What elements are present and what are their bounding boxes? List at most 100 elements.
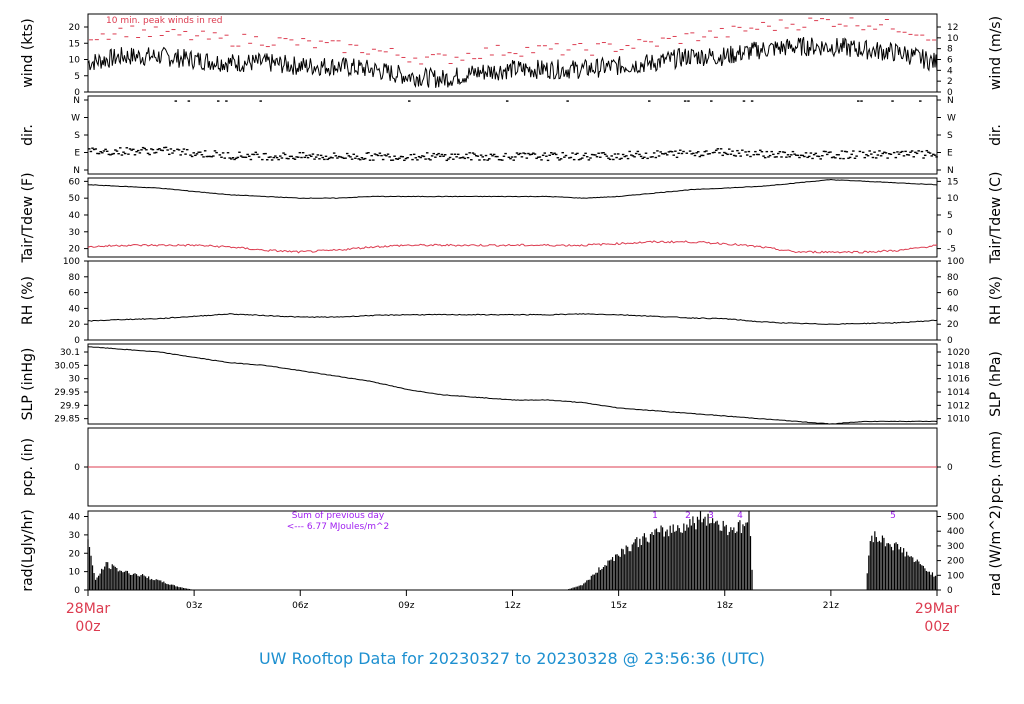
direction-point bbox=[932, 153, 935, 156]
direction-point bbox=[585, 156, 589, 158]
direction-point bbox=[605, 155, 609, 157]
direction-point bbox=[203, 150, 207, 152]
y-tick-label: 30.05 bbox=[54, 361, 80, 371]
direction-point bbox=[177, 149, 181, 151]
direction-point bbox=[122, 151, 125, 153]
direction-point bbox=[210, 156, 213, 158]
direction-point bbox=[811, 157, 814, 160]
direction-point bbox=[233, 158, 236, 161]
direction-point bbox=[597, 152, 600, 154]
y-tick-label: 30 bbox=[69, 375, 81, 385]
y-tick-label-right: 0 bbox=[947, 586, 953, 596]
y-axis-label-right: Tair/Tdew (C) bbox=[988, 172, 1004, 265]
direction-point bbox=[261, 158, 264, 161]
y-tick-label: 5 bbox=[74, 72, 80, 82]
direction-point bbox=[824, 150, 827, 153]
direction-point bbox=[468, 152, 471, 154]
direction-point bbox=[711, 151, 715, 154]
direction-point bbox=[657, 155, 661, 157]
direction-point bbox=[119, 147, 122, 149]
direction-point bbox=[442, 155, 445, 157]
direction-point bbox=[220, 156, 223, 158]
direction-point bbox=[896, 151, 899, 153]
direction-point bbox=[698, 155, 702, 158]
direction-point bbox=[910, 150, 914, 152]
direction-point bbox=[554, 153, 558, 156]
direction-point bbox=[391, 159, 395, 161]
direction-point bbox=[677, 152, 680, 155]
direction-point bbox=[648, 100, 651, 102]
direction-point bbox=[512, 159, 515, 161]
direction-point bbox=[437, 152, 440, 155]
direction-point bbox=[630, 154, 633, 156]
direction-point bbox=[832, 156, 836, 158]
direction-point bbox=[651, 156, 654, 158]
direction-point bbox=[287, 158, 290, 160]
direction-point bbox=[633, 156, 636, 158]
direction-point bbox=[904, 150, 907, 153]
direction-point bbox=[470, 159, 473, 161]
x-end-date: 29Mar bbox=[915, 601, 959, 617]
direction-point bbox=[865, 153, 868, 156]
direction-point bbox=[665, 154, 669, 156]
direction-point bbox=[881, 152, 884, 155]
direction-point bbox=[757, 153, 760, 156]
direction-point bbox=[349, 156, 352, 158]
y-axis-label-right: dir. bbox=[988, 124, 1004, 146]
direction-point bbox=[109, 154, 112, 156]
direction-point bbox=[829, 151, 832, 153]
direction-point bbox=[403, 159, 406, 162]
direction-point bbox=[612, 158, 615, 161]
direction-point bbox=[905, 153, 909, 156]
direction-point bbox=[399, 155, 403, 158]
direction-point bbox=[595, 156, 599, 158]
y-tick-label: N bbox=[73, 166, 80, 176]
direction-point bbox=[582, 154, 586, 157]
direction-point bbox=[589, 157, 592, 159]
panel-frame bbox=[87, 13, 938, 93]
y-tick-label: 29.9 bbox=[60, 401, 80, 411]
direction-point bbox=[161, 149, 164, 152]
direction-point bbox=[89, 150, 93, 153]
direction-point bbox=[536, 156, 540, 158]
direction-point bbox=[381, 158, 385, 161]
direction-point bbox=[262, 153, 266, 155]
direction-point bbox=[927, 151, 930, 153]
direction-point bbox=[241, 156, 244, 158]
direction-point bbox=[719, 148, 723, 150]
direction-point bbox=[163, 146, 166, 149]
direction-point bbox=[130, 149, 133, 151]
direction-point bbox=[781, 151, 785, 153]
y-tick-label-right: N bbox=[947, 96, 954, 106]
direction-point bbox=[579, 158, 582, 160]
y-tick-label: 0 bbox=[74, 586, 80, 596]
direction-point bbox=[132, 148, 135, 151]
y-tick-label-right: 6 bbox=[947, 56, 953, 66]
direction-point bbox=[835, 154, 839, 156]
direction-point bbox=[141, 146, 145, 149]
direction-point bbox=[527, 152, 530, 155]
direction-point bbox=[102, 150, 106, 152]
direction-point bbox=[375, 154, 378, 156]
direction-point bbox=[763, 156, 767, 159]
direction-point bbox=[409, 154, 413, 156]
sea-level-pressure-line bbox=[87, 346, 938, 425]
direction-point bbox=[505, 100, 509, 102]
direction-point bbox=[528, 153, 532, 156]
direction-point bbox=[759, 149, 762, 151]
direction-point bbox=[153, 152, 156, 154]
y-tick-label: 30 bbox=[69, 228, 81, 238]
direction-point bbox=[378, 152, 382, 154]
direction-point bbox=[184, 153, 187, 155]
direction-point bbox=[448, 156, 452, 159]
direction-point bbox=[328, 157, 331, 160]
direction-point bbox=[393, 155, 396, 157]
direction-point bbox=[891, 100, 894, 102]
y-tick-label-right: 15 bbox=[947, 177, 958, 187]
direction-point bbox=[350, 158, 354, 160]
direction-point bbox=[930, 155, 933, 157]
direction-point bbox=[318, 158, 321, 160]
direction-point bbox=[917, 150, 920, 152]
direction-point bbox=[793, 153, 796, 155]
